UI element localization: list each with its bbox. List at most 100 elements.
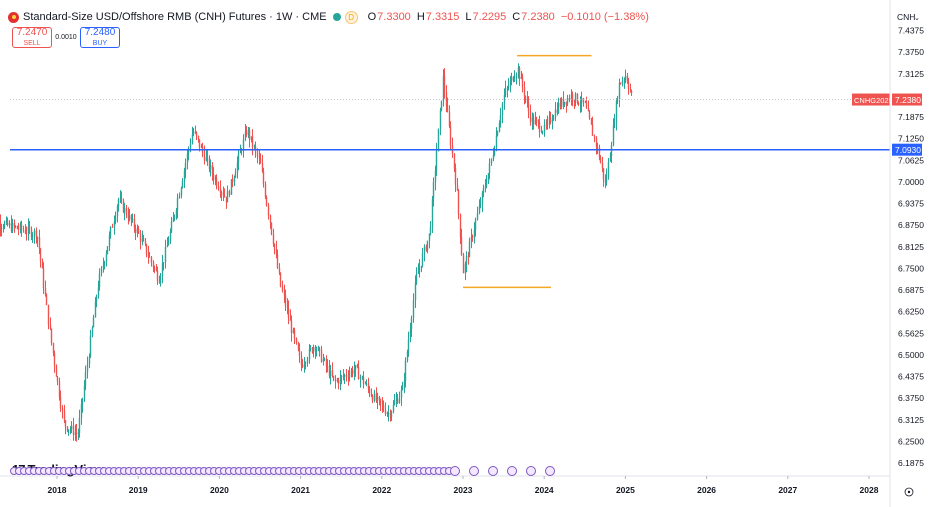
candle-body [133,218,136,228]
candle-body [499,115,502,124]
candle-body [362,376,365,384]
candle-body [141,238,144,242]
buy-button[interactable]: 7.2480 BUY [80,27,120,48]
candle-body [591,124,594,136]
candle-body [630,90,633,93]
candle-body [393,401,396,405]
sell-button[interactable]: 7.2470 SELL [12,27,52,48]
candle-body [590,118,593,125]
y-tick-label: 6.2500 [898,436,924,446]
candle-body [222,192,225,196]
candle-body [127,215,130,220]
event-icon[interactable] [469,466,479,476]
candle-body [292,330,295,334]
candle-body [176,198,179,211]
candle-body [585,102,588,108]
high-key: H [416,11,425,23]
candle-body [80,404,83,418]
candle-body [520,76,523,80]
symbol-title[interactable]: Standard-Size USD/Offshore RMB (CNH) Fut… [23,11,327,23]
candle-body [158,281,161,283]
candle-body [342,375,345,377]
x-tick-label: 2026 [697,485,716,495]
candle-body [368,388,371,394]
time-zone-icon [904,487,914,497]
candle-body [471,236,474,238]
price-axis: CNH⌄ 7.4375 7.3750 7.3125 7.1875 7.1250 7.0625… [889,0,924,507]
candle-body [400,389,403,398]
candle-body [562,98,565,106]
candle-body [454,168,457,185]
y-tick-label: 7.0000 [898,177,924,187]
candle-body [531,117,534,123]
candle-body [621,81,624,85]
candle-body [605,176,608,183]
candle-body [425,246,428,251]
candle-body [295,338,298,343]
candle-body [256,150,259,157]
candle-body [269,215,272,223]
candle-body [244,131,247,140]
candle-body [389,413,392,417]
event-icon[interactable] [450,466,460,476]
candle-body [602,168,605,180]
candle-body [113,221,116,228]
candle-body [545,124,548,126]
candle-body [47,304,50,325]
candle-body [467,256,470,258]
candle-body [375,393,378,401]
candle-body [206,157,209,158]
candle-body [524,96,527,100]
candle-body [409,329,412,340]
candle-body [55,365,58,377]
candle-body [20,224,23,230]
candle-body [28,226,31,230]
candle-body [225,196,228,203]
candle-body [426,240,429,251]
candle-body [17,228,20,230]
candle-body [599,157,602,163]
candle-body [323,358,326,360]
candle-body [119,198,122,200]
candle-body [304,363,307,365]
event-icon[interactable] [526,466,536,476]
candle-body [478,205,481,214]
candle-body [242,139,245,152]
candle-body [596,146,599,148]
candle-body [142,238,145,241]
candle-body [593,135,596,138]
event-icon[interactable] [507,466,517,476]
candle-body [571,94,574,101]
event-icon[interactable] [545,466,555,476]
candle-body [128,215,131,220]
candle-body [612,125,615,146]
candle-body [587,107,590,112]
candle-body [629,88,632,91]
candle-body [186,153,189,163]
candle-body [278,267,281,273]
candle-body [340,375,343,377]
candle-body [331,370,334,376]
candle-body [573,100,576,102]
candle-body [512,76,515,81]
candle-body [258,156,261,159]
low-key: L [465,11,472,23]
candle-body [267,205,270,216]
candle-body [262,171,265,185]
candle-body [298,350,301,356]
y-tick-label: 6.3750 [898,393,924,403]
candle-body [139,233,142,242]
candle-body [8,223,11,226]
candle-body [233,177,236,182]
event-icon[interactable] [488,466,498,476]
delayed-badge[interactable]: D [344,10,358,24]
candle-body [111,227,114,228]
y-tick-label: 7.0625 [898,155,924,165]
candle-body [607,161,610,177]
candle-body [69,429,72,431]
x-tick-label: 2021 [291,485,310,495]
candle-body [610,145,613,157]
candle-body [22,229,25,231]
candle-body [281,286,284,291]
